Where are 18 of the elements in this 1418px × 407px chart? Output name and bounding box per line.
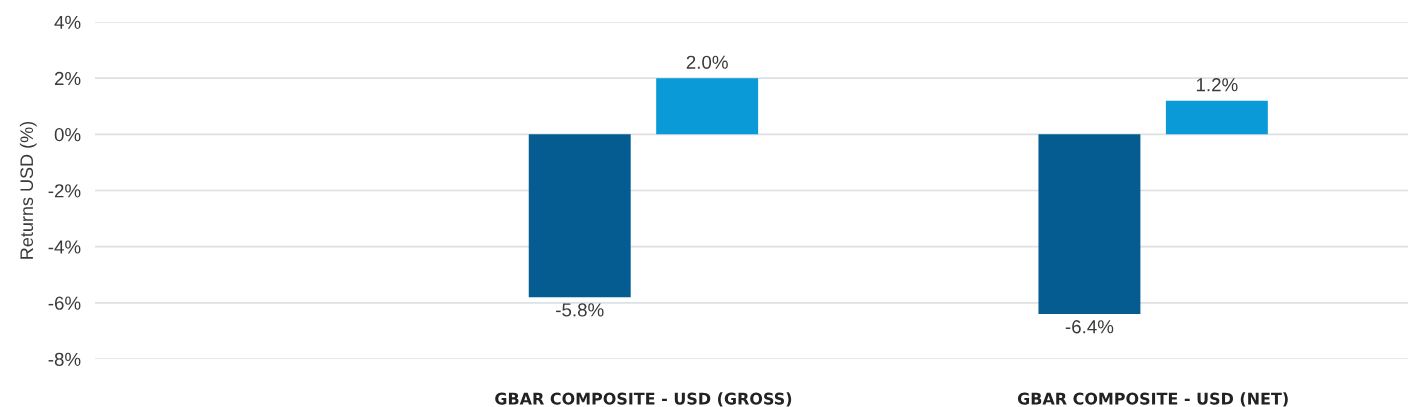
y-tick-label: 0% bbox=[54, 128, 81, 142]
y-axis-title: Returns USD (%) bbox=[19, 121, 37, 259]
bar bbox=[656, 78, 759, 135]
bar bbox=[528, 134, 631, 298]
y-tick-label: 4% bbox=[54, 15, 81, 29]
y-tick-label: -2% bbox=[48, 184, 81, 198]
data-label: 1.2% bbox=[1196, 78, 1238, 92]
data-label: -5.8% bbox=[556, 303, 604, 317]
x-tick-label: GBAR COMPOSITE - USD (GROSS) bbox=[495, 392, 792, 407]
x-tick-label: GBAR COMPOSITE - USD (NET) bbox=[1017, 392, 1288, 407]
y-tick-label: -8% bbox=[48, 352, 81, 366]
bar bbox=[1038, 134, 1141, 315]
y-tick-label: 2% bbox=[54, 71, 81, 86]
bar bbox=[1165, 100, 1268, 135]
y-tick-label: -6% bbox=[48, 296, 81, 310]
y-tick-label: -4% bbox=[48, 240, 81, 254]
data-label: -6.4% bbox=[1065, 320, 1114, 334]
data-label: 2.0% bbox=[686, 55, 728, 69]
